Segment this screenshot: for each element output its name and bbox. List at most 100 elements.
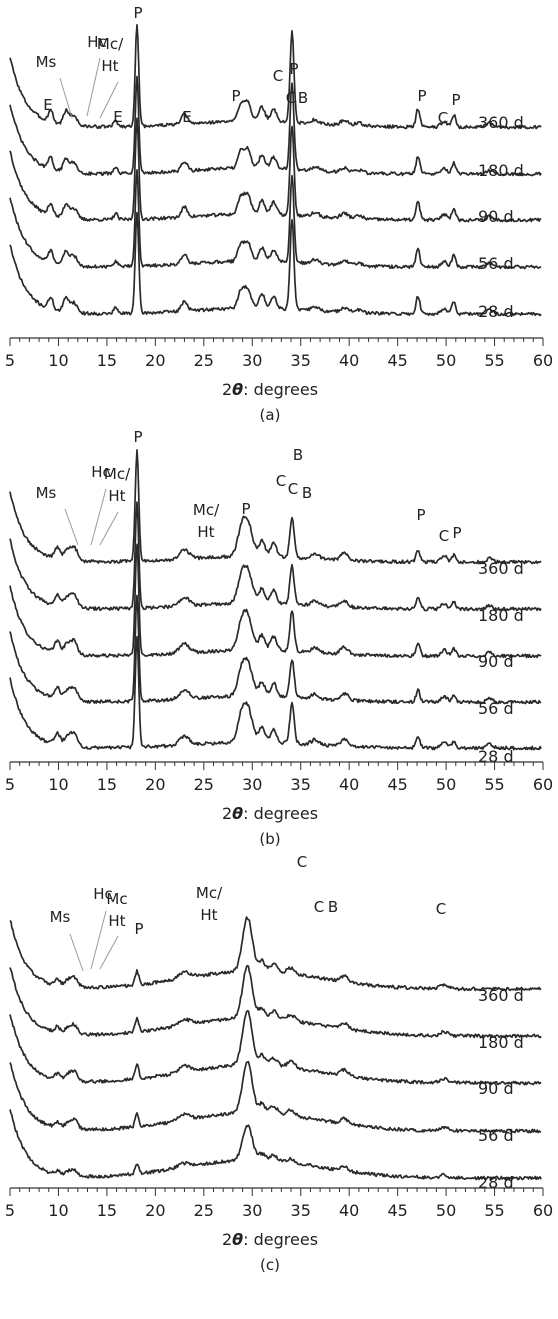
x-tick-label: 10 (48, 775, 68, 794)
x-tick-label: 5 (5, 1201, 15, 1220)
x-tick-label: 40 (339, 1201, 359, 1220)
panel-label: (b) (259, 830, 280, 848)
x-axis-label: 2θ: degrees (222, 1230, 318, 1249)
peak-label: Ht (108, 912, 125, 930)
x-tick-label: 60 (533, 351, 553, 370)
x-tick-label: 25 (194, 351, 214, 370)
peak-label: C (314, 898, 324, 916)
peak-label: P (417, 87, 426, 105)
x-tick-label: 15 (97, 775, 117, 794)
series-label: 90 d (478, 207, 514, 226)
series-label: 28 d (478, 302, 514, 321)
x-tick-label: 5 (5, 351, 15, 370)
x-tick-label: 30 (242, 351, 262, 370)
x-tick-label: 35 (291, 1201, 311, 1220)
series-label: 360 d (478, 113, 524, 132)
peak-label: P (416, 506, 425, 524)
peak-label: Ms (36, 484, 57, 502)
peak-label: C (288, 480, 298, 498)
peak-label: E (113, 108, 122, 126)
series-line-360d (9, 23, 542, 130)
peak-label: C (438, 109, 448, 127)
label-leader-line (99, 935, 119, 970)
x-tick-label: 45 (387, 351, 407, 370)
label-leader-line (64, 508, 79, 546)
series-line-180d (9, 75, 542, 177)
x-tick-label: 40 (339, 351, 359, 370)
panel-label: (a) (260, 406, 281, 424)
series-line-28d (9, 635, 542, 751)
series-line-180d (9, 501, 542, 612)
peak-label: P (289, 60, 298, 78)
peak-label: B (293, 446, 303, 464)
x-tick-label: 20 (145, 1201, 165, 1220)
x-tick-label: 55 (484, 351, 504, 370)
x-tick-label: 50 (436, 351, 456, 370)
x-axis-label: 2θ: degrees (222, 380, 318, 399)
peak-label: Ms (50, 908, 71, 926)
peak-label: C (276, 472, 286, 490)
peak-label: Ht (108, 487, 125, 505)
x-tick-label: 30 (242, 1201, 262, 1220)
panel-a: 360 d 180 d 90 d 56 d 28 d 5 10 15 20 25 30 35 40 45 5… (5, 4, 553, 424)
x-tick-label: 55 (484, 1201, 504, 1220)
series-line-28d (9, 211, 542, 317)
x-tick-label: 55 (484, 775, 504, 794)
label-leader-line (59, 77, 73, 119)
label-leader-line (90, 488, 107, 546)
series-label: 180 d (478, 1033, 524, 1052)
peak-label: P (133, 428, 142, 446)
series-label: 90 d (478, 652, 514, 671)
series-line-56d (9, 169, 542, 270)
series-line-90d (9, 1010, 542, 1086)
peak-label: C (273, 67, 283, 85)
series-label: 56 d (478, 1126, 514, 1145)
series-line-360d (9, 916, 542, 992)
peak-label: B (302, 484, 312, 502)
peak-label: Mc/ (104, 465, 131, 483)
peak-label: Hc (87, 33, 107, 51)
panel-label: (c) (260, 1256, 280, 1274)
x-tick-label: 60 (533, 1201, 553, 1220)
peak-label: Hc (91, 463, 111, 481)
x-tick-label: 20 (145, 351, 165, 370)
series-label: 28 d (478, 747, 514, 766)
peak-label: Mc/ (97, 35, 124, 53)
x-tick-label: 10 (48, 1201, 68, 1220)
x-tick-label: 40 (339, 775, 359, 794)
x-tick-label: 5 (5, 775, 15, 794)
label-leader-line (86, 57, 101, 117)
x-tick-label: 20 (145, 775, 165, 794)
x-tick-label: 10 (48, 351, 68, 370)
peak-label: Ht (200, 906, 217, 924)
series-line-28d (9, 1109, 542, 1181)
series-label: 180 d (478, 161, 524, 180)
x-tick-label: 60 (533, 775, 553, 794)
peak-label: Hc (93, 885, 113, 903)
peak-label: B (298, 89, 308, 107)
peak-label: P (134, 920, 143, 938)
peak-label: P (451, 91, 460, 109)
x-tick-label: 15 (97, 1201, 117, 1220)
peak-label: C (439, 527, 449, 545)
x-tick-label: 45 (387, 1201, 407, 1220)
series-line-56d (9, 1060, 542, 1134)
peak-label: P (231, 87, 240, 105)
label-leader-line (99, 511, 119, 546)
x-tick-label: 30 (242, 775, 262, 794)
series-line-90d (9, 117, 542, 223)
series-label: 360 d (478, 559, 524, 578)
x-tick-label: 15 (97, 351, 117, 370)
peak-label: Mc/ (196, 884, 223, 902)
series-line-360d (9, 449, 542, 565)
peak-label: C (436, 900, 446, 918)
peak-label: Ms (36, 53, 57, 71)
series-line-90d (9, 543, 542, 659)
panel-b: 360 d 180 d 90 d 56 d 28 d 5 10 15 20 25 30 35 40 45 5… (5, 428, 553, 848)
series-label: 360 d (478, 986, 524, 1005)
x-tick-label: 50 (436, 1201, 456, 1220)
panel-c: 360 d 180 d 90 d 56 d 28 d 5 10 15 20 25 30 35 40 45 5… (5, 853, 553, 1274)
series-line-180d (9, 964, 542, 1039)
x-tick-label: 25 (194, 1201, 214, 1220)
